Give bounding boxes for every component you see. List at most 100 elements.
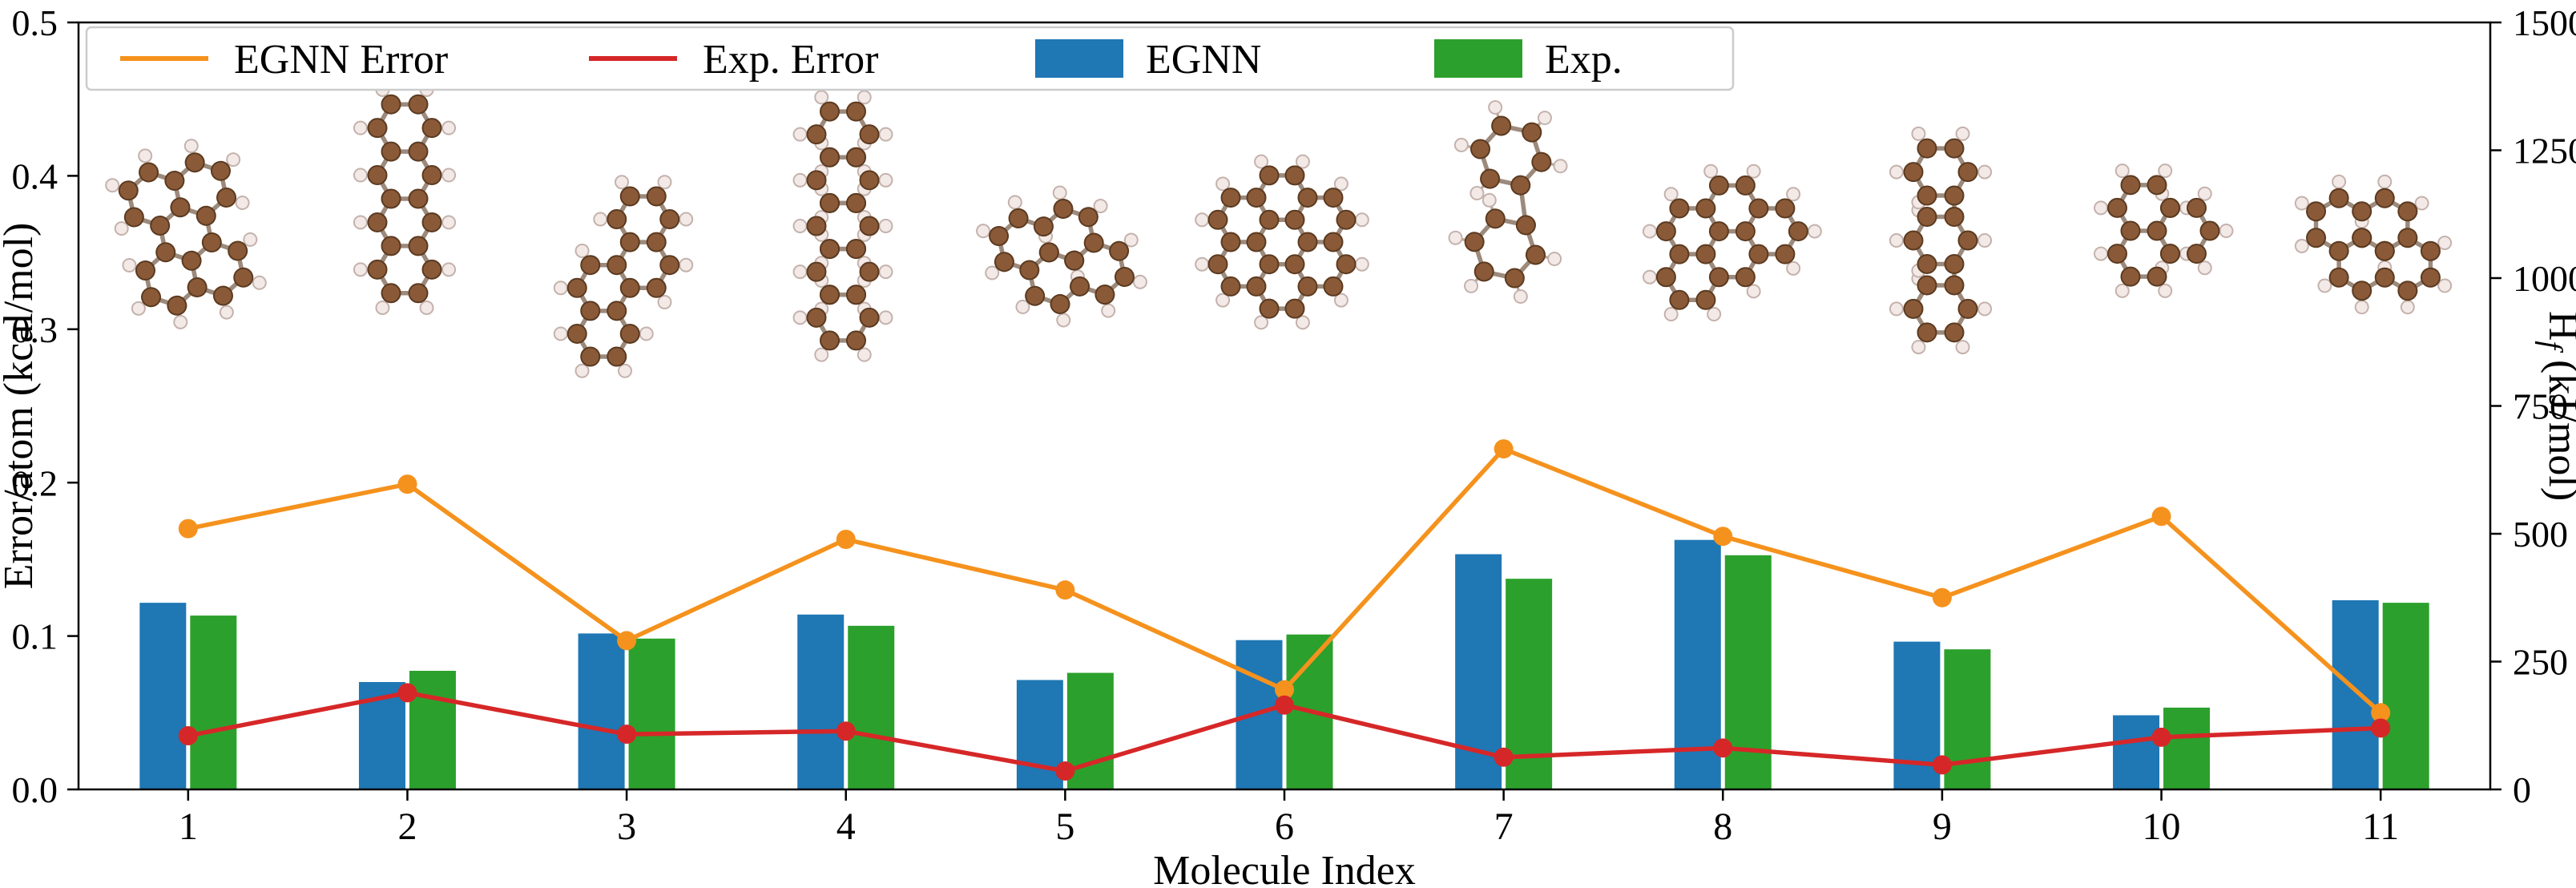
carbon-atom xyxy=(1114,266,1135,287)
hydrogen-atom xyxy=(173,314,188,329)
carbon-atom xyxy=(2186,197,2207,218)
molecule-structure-1 xyxy=(105,139,267,329)
hydrogen-atom xyxy=(814,347,829,362)
left-axis-label: Error/atom (kcal/mol) xyxy=(0,223,42,590)
hydrogen-atom xyxy=(878,219,893,233)
x-tick-label: 8 xyxy=(1713,805,1732,848)
carbon-atom xyxy=(994,252,1014,272)
carbon-atom xyxy=(1246,276,1267,297)
hydrogen-atom xyxy=(1707,307,1722,322)
carbon-atom xyxy=(381,94,401,115)
carbon-atom xyxy=(118,180,139,201)
hydrogen-atom xyxy=(2114,163,2130,179)
carbon-atom xyxy=(2374,188,2395,208)
hydrogen-atom xyxy=(593,212,608,227)
carbon-atom xyxy=(2147,266,2167,287)
carbon-atom xyxy=(820,101,840,122)
carbon-atom xyxy=(1246,232,1267,252)
hydrogen-atom xyxy=(857,90,872,105)
molecule-structure-2 xyxy=(353,82,457,316)
hydrogen-atom xyxy=(2219,224,2234,238)
hydrogen-atom xyxy=(1642,269,1657,285)
carbon-atom xyxy=(1297,232,1318,252)
hydrogen-atom xyxy=(1254,154,1269,169)
hydrogen-atom xyxy=(1215,176,1231,192)
carbon-atom xyxy=(1944,185,1965,206)
marker-point xyxy=(397,474,417,494)
x-tick-label: 2 xyxy=(397,805,417,848)
marker-point xyxy=(1713,527,1733,547)
carbon-atom xyxy=(859,261,880,282)
carbon-atom xyxy=(1220,188,1241,208)
carbon-atom xyxy=(1064,250,1085,271)
carbon-atom xyxy=(2186,244,2207,264)
carbon-atom xyxy=(421,259,442,280)
hydrogen-atom xyxy=(2294,238,2309,253)
carbon-atom xyxy=(846,239,866,260)
hydrogen-atom xyxy=(441,168,457,183)
marker-point xyxy=(1494,439,1514,459)
right-axis-label: Hf (kJ/mol) xyxy=(2534,311,2576,501)
carbon-atom xyxy=(141,287,162,308)
marker-point xyxy=(2151,507,2171,527)
hydrogen-atom xyxy=(1333,176,1348,192)
hydrogen-atom xyxy=(857,347,872,362)
carbon-atom xyxy=(421,212,442,232)
hydrogen-atom xyxy=(792,264,808,280)
hydrogen-atom xyxy=(441,215,457,230)
carbon-atom xyxy=(2397,201,2418,222)
hydrogen-atom xyxy=(353,120,368,135)
carbon-atom xyxy=(2420,267,2441,288)
hydrogen-atom xyxy=(1911,340,1926,355)
carbon-atom xyxy=(859,216,880,236)
carbon-atom xyxy=(1903,230,1924,251)
carbon-atom xyxy=(1944,207,1965,228)
carbon-atom xyxy=(1033,216,1054,237)
carbon-atom xyxy=(989,226,1010,247)
carbon-atom xyxy=(2147,220,2167,241)
carbon-atom xyxy=(1284,165,1305,186)
carbon-atom xyxy=(1207,254,1228,275)
hydrogen-atom xyxy=(1195,212,1210,228)
hydrogen-atom xyxy=(1955,340,1970,355)
carbon-atom xyxy=(381,236,401,256)
carbon-atom xyxy=(2352,201,2372,222)
carbon-atom xyxy=(1284,298,1305,319)
carbon-atom xyxy=(187,277,208,298)
molecule-structure-8 xyxy=(1642,163,1822,322)
molecule-structure-3 xyxy=(553,175,694,378)
carbon-atom xyxy=(1655,267,1676,288)
hydrogen-atom xyxy=(553,326,568,341)
carbon-atom xyxy=(820,192,840,213)
carbon-atom xyxy=(1917,138,1937,159)
marker-point xyxy=(836,530,856,550)
marker-point xyxy=(2151,727,2171,747)
carbon-atom xyxy=(1748,198,1769,219)
carbon-atom xyxy=(859,170,880,191)
hydrogen-atom xyxy=(243,232,258,247)
carbon-atom xyxy=(1470,139,1491,159)
hydrogen-atom xyxy=(1195,256,1210,272)
carbon-atom xyxy=(1246,188,1267,208)
carbon-atom xyxy=(1025,285,1046,306)
hydrogen-atom xyxy=(1746,163,1761,179)
hydrogen-atom xyxy=(617,363,632,378)
legend-bar-sample xyxy=(1035,39,1123,78)
carbon-atom xyxy=(859,124,880,145)
hydrogen-atom xyxy=(1469,186,1485,201)
carbon-atom xyxy=(607,209,627,230)
line-series-exp-error xyxy=(178,683,2391,781)
carbon-atom xyxy=(2374,267,2395,288)
marker-point xyxy=(617,725,637,745)
carbon-atom xyxy=(2306,228,2327,248)
carbon-atom xyxy=(1788,221,1808,242)
carbon-atom xyxy=(1735,221,1756,242)
carbon-atom xyxy=(367,118,388,139)
carbon-atom xyxy=(2160,244,2181,264)
x-tick-label: 10 xyxy=(2143,805,2181,848)
right-tick-label: 1000 xyxy=(2513,258,2576,299)
carbon-atom xyxy=(1708,221,1729,242)
carbon-atom xyxy=(1944,275,1965,296)
carbon-atom xyxy=(1917,207,1937,228)
marker-point xyxy=(1275,695,1294,715)
